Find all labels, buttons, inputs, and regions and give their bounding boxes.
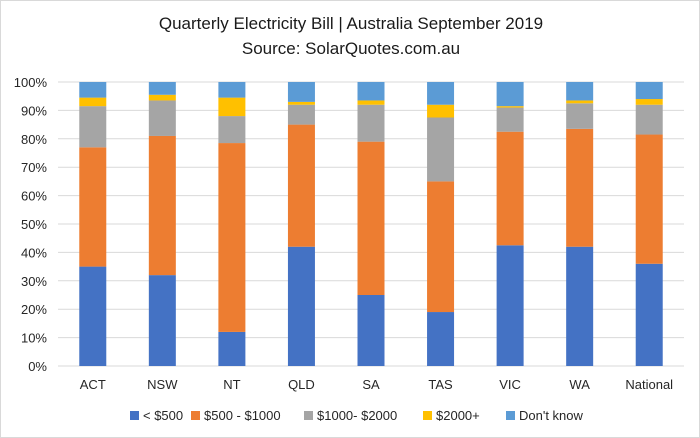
bar-segment [218, 143, 246, 332]
y-tick-label: 20% [21, 302, 47, 317]
x-tick-label: VIC [499, 377, 521, 392]
x-tick-label: WA [569, 377, 590, 392]
chart-title: Quarterly Electricity Bill | Australia S… [159, 14, 543, 33]
y-tick-label: 90% [21, 103, 47, 118]
bar-segment [79, 106, 107, 148]
legend-swatch [191, 411, 200, 420]
bar-segment [427, 104, 455, 118]
bar-segment [218, 97, 246, 117]
bar-segment [287, 124, 315, 247]
bar-segment [566, 246, 594, 366]
bar-segment [218, 331, 246, 366]
legend-swatch [130, 411, 139, 420]
y-tick-label: 100% [14, 75, 48, 90]
bar-segment [566, 82, 594, 101]
bar-segment [635, 82, 663, 100]
bar-segment [357, 141, 385, 295]
y-tick-label: 50% [21, 217, 47, 232]
bar-segment [496, 82, 524, 107]
y-axis-ticks: 0% 10% 20% 30% 40% 50% 60% 70% 80% 90% 100% [14, 75, 48, 374]
bar-segment [148, 82, 176, 95]
legend-swatch [304, 411, 313, 420]
y-tick-label: 80% [21, 132, 47, 147]
y-tick-label: 0% [28, 359, 47, 374]
bars [79, 82, 663, 366]
bar-segment [496, 245, 524, 366]
bar-segment [218, 82, 246, 98]
bar-segment [79, 97, 107, 107]
y-tick-label: 30% [21, 274, 47, 289]
bar-segment [79, 147, 107, 267]
legend-label: $2000+ [436, 408, 480, 423]
bar-segment [635, 99, 663, 105]
x-tick-label: National [625, 377, 673, 392]
bar-segment [566, 100, 594, 104]
bar-segment [79, 82, 107, 98]
x-tick-label: SA [362, 377, 380, 392]
bar-segment [218, 116, 246, 144]
chart-subtitle: Source: SolarQuotes.com.au [242, 39, 460, 58]
bar-segment [427, 82, 455, 105]
legend-label: Don't know [519, 408, 584, 423]
y-tick-label: 40% [21, 245, 47, 260]
bar-segment [427, 181, 455, 313]
y-tick-label: 70% [21, 160, 47, 175]
legend-swatch [423, 411, 432, 420]
bar-segment [148, 135, 176, 276]
x-tick-label: NSW [147, 377, 178, 392]
bar-segment [287, 104, 315, 125]
bar-segment [357, 100, 385, 105]
bar-segment [357, 295, 385, 366]
bar-segment [357, 82, 385, 101]
bar-segment [635, 263, 663, 366]
bar-segment [148, 94, 176, 101]
legend: < $500 $500 - $1000 $1000- $2000 $2000+ Don'… [130, 408, 584, 423]
bar-segment [635, 134, 663, 264]
bar-segment [496, 106, 524, 108]
legend-label: < $500 [143, 408, 183, 423]
bar-segment [496, 107, 524, 132]
y-tick-label: 10% [21, 331, 47, 346]
x-tick-label: ACT [80, 377, 106, 392]
bar-segment [566, 103, 594, 129]
bar-segment [635, 104, 663, 135]
legend-label: $1000- $2000 [317, 408, 397, 423]
legend-label: $500 - $1000 [204, 408, 281, 423]
bar-segment [148, 275, 176, 366]
bar-segment [287, 101, 315, 105]
bar-segment [79, 266, 107, 366]
x-tick-label: QLD [288, 377, 315, 392]
bar-segment [427, 312, 455, 366]
y-tick-label: 60% [21, 189, 47, 204]
bar-segment [496, 131, 524, 246]
bar-segment [287, 82, 315, 102]
bar-segment [148, 100, 176, 136]
bar-segment [287, 246, 315, 366]
x-tick-label: NT [223, 377, 240, 392]
x-tick-label: TAS [428, 377, 453, 392]
bar-segment [566, 128, 594, 247]
bar-segment [427, 117, 455, 182]
legend-swatch [506, 411, 515, 420]
bar-segment [357, 104, 385, 142]
x-axis-ticks: ACT NSW NT QLD SA TAS VIC WA National [80, 377, 673, 392]
